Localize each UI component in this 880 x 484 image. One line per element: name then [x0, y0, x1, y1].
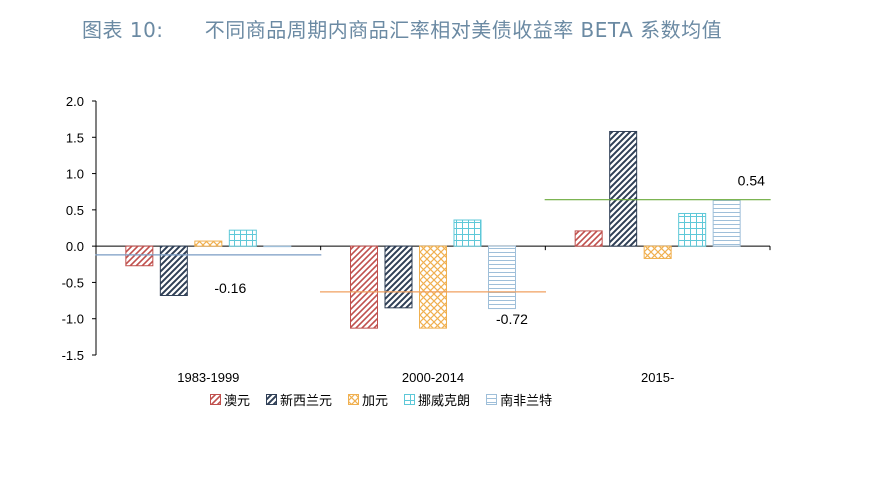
legend-item: 南非兰特: [486, 390, 552, 409]
bar: [228, 229, 257, 247]
bar: [609, 130, 638, 247]
bar: [453, 219, 482, 247]
y-tick-label: 2.0: [66, 94, 84, 109]
chart-title: 图表 10: 不同商品周期内商品汇率相对美债收益率 BETA 系数均值: [82, 18, 723, 42]
bar: [643, 245, 672, 259]
legend-label: 挪威克朗: [418, 394, 471, 409]
bar: [574, 230, 603, 247]
legend-item: 加元: [348, 390, 388, 409]
y-tick-label: 1.0: [66, 167, 84, 182]
bar: [384, 245, 413, 309]
legend-item: 澳元: [210, 390, 250, 409]
y-tick-label: 0.0: [66, 239, 84, 254]
y-tick-label: 1.5: [66, 130, 84, 145]
legend-label: 加元: [362, 394, 389, 409]
legend-item: 新西兰元: [266, 390, 332, 409]
category-label: 2000-2014: [402, 370, 464, 385]
bar: [350, 245, 378, 329]
y-tick-label: -1.0: [62, 312, 84, 327]
category-label: 1983-1999: [177, 370, 239, 385]
bar: [263, 245, 292, 248]
legend-item: 挪威克朗: [404, 390, 470, 409]
mean-label: -0.72: [496, 311, 528, 327]
legend-swatch: [486, 394, 498, 405]
legend-swatch: [266, 394, 278, 405]
bar: [125, 245, 154, 267]
legend-label: 南非兰特: [500, 394, 553, 409]
bar: [678, 212, 707, 247]
legend-swatch: [404, 394, 416, 405]
y-tick-label: -1.5: [62, 348, 84, 363]
bar: [488, 245, 516, 310]
mean-label: 0.54: [738, 173, 765, 189]
bar: [194, 240, 223, 247]
mean-label: -0.16: [214, 280, 246, 296]
legend-label: 澳元: [224, 394, 251, 409]
legend-swatch: [348, 394, 360, 405]
legend-swatch: [210, 394, 221, 405]
legend: 澳元 新西兰元 加元 挪威克朗 南非兰特: [210, 390, 552, 409]
bar: [712, 199, 741, 247]
y-tick-label: 0.5: [66, 203, 84, 218]
legend-label: 新西兰元: [280, 394, 333, 409]
y-tick-label: -0.5: [62, 275, 84, 290]
category-label: 2015-: [641, 370, 674, 385]
bar: [419, 245, 447, 329]
bar: [159, 245, 188, 296]
